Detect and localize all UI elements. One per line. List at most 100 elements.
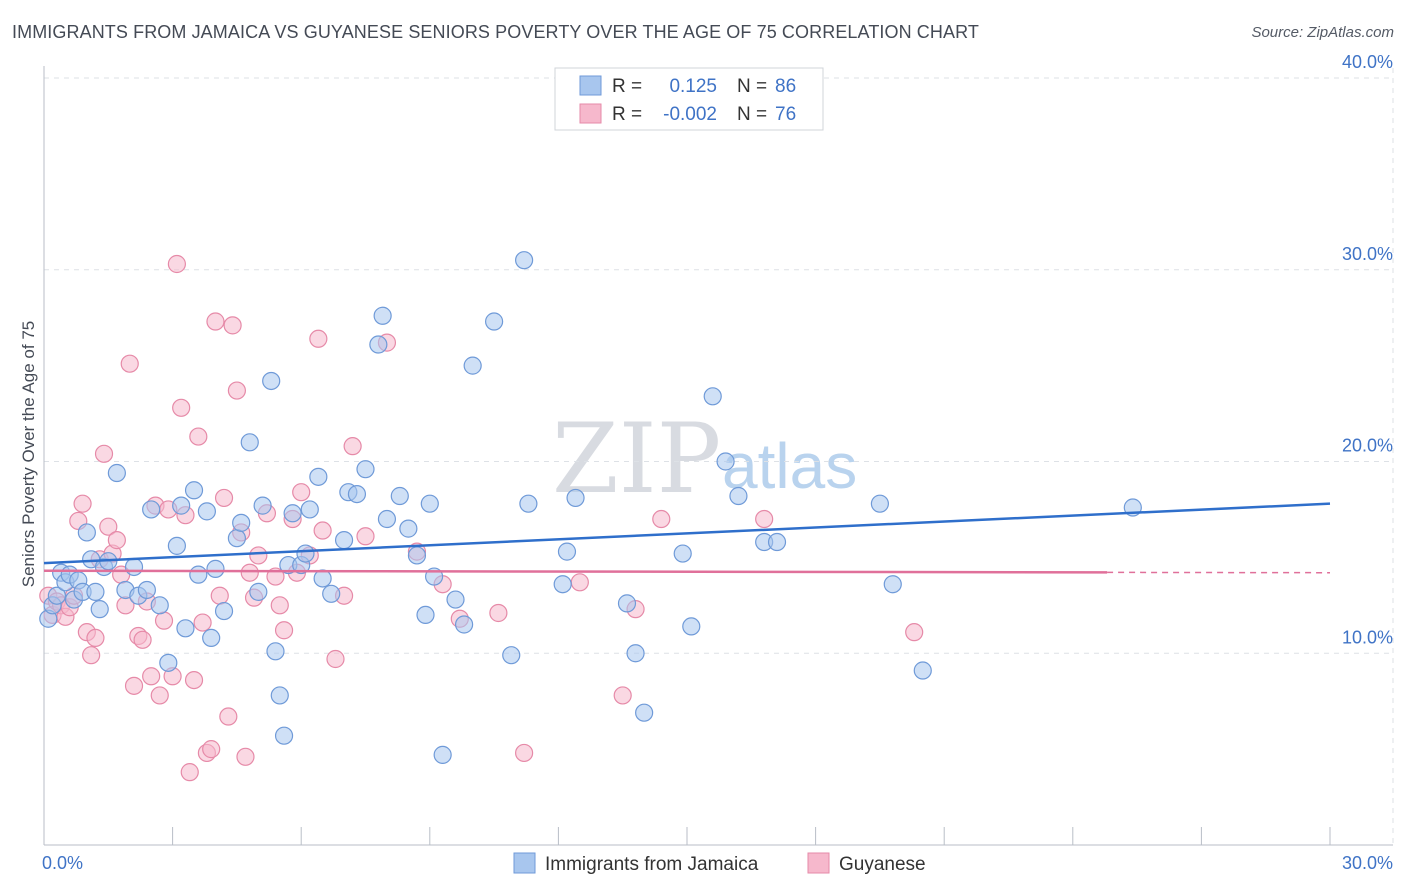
point-guyanese xyxy=(274,621,294,640)
point-guyanese xyxy=(107,531,126,550)
y-tick-label: 30.0% xyxy=(1342,244,1393,264)
point-jamaica xyxy=(870,494,890,513)
point-jamaica xyxy=(124,557,144,577)
point-jamaica xyxy=(369,335,388,354)
source-label: Source: ZipAtlas.com xyxy=(1251,24,1394,41)
point-jamaica xyxy=(322,584,341,603)
point-jamaica xyxy=(703,387,722,406)
point-jamaica xyxy=(334,531,354,550)
point-jamaica xyxy=(407,546,427,565)
point-jamaica xyxy=(86,582,105,601)
point-jamaica xyxy=(202,628,221,648)
point-jamaica xyxy=(142,500,161,519)
point-guyanese xyxy=(193,613,212,632)
point-jamaica xyxy=(515,251,534,270)
point-guyanese xyxy=(223,316,242,335)
point-jamaica xyxy=(635,703,654,722)
point-jamaica xyxy=(626,644,645,663)
point-guyanese xyxy=(652,509,671,529)
x-tick-label: 0.0% xyxy=(42,853,83,873)
legend-n-jamaica: 86 xyxy=(775,76,796,97)
point-guyanese xyxy=(99,517,118,536)
point-guyanese xyxy=(313,521,332,540)
point-jamaica xyxy=(682,617,701,636)
point-jamaica xyxy=(416,605,435,625)
point-guyanese xyxy=(270,596,289,615)
point-jamaica xyxy=(270,686,289,705)
point-jamaica xyxy=(283,504,302,523)
trend-line-jamaica xyxy=(43,502,1331,565)
point-jamaica xyxy=(137,580,156,600)
point-guyanese xyxy=(180,763,199,782)
point-guyanese xyxy=(202,740,221,759)
point-jamaica xyxy=(296,544,315,563)
point-jamaica xyxy=(373,306,392,325)
trend-line-guyanese xyxy=(43,569,1108,574)
point-guyanese xyxy=(249,546,268,565)
point-jamaica xyxy=(309,467,328,486)
point-guyanese xyxy=(515,743,534,763)
series-jamaica-points xyxy=(39,251,1142,764)
point-jamaica xyxy=(767,532,787,552)
point-guyanese xyxy=(86,628,105,648)
point-jamaica xyxy=(502,646,521,665)
point-jamaica xyxy=(107,463,126,483)
legend-n-guyanese: 76 xyxy=(775,104,796,125)
point-jamaica xyxy=(214,601,234,621)
series-guyanese-points xyxy=(39,254,924,782)
y-tick-label: 40.0% xyxy=(1342,52,1393,72)
point-jamaica xyxy=(172,496,191,515)
point-guyanese xyxy=(150,686,169,705)
y-tick-label: 20.0% xyxy=(1342,436,1393,456)
point-guyanese xyxy=(309,329,328,348)
point-jamaica xyxy=(232,513,251,532)
legend-r-label-guyanese: R = xyxy=(612,104,642,125)
point-jamaica xyxy=(716,452,735,471)
point-guyanese xyxy=(73,494,92,513)
point-guyanese xyxy=(154,611,174,630)
point-jamaica xyxy=(262,371,281,391)
point-guyanese xyxy=(210,586,229,605)
legend-swatch-guyanese xyxy=(579,103,602,124)
y-tick-label: 10.0% xyxy=(1342,627,1393,647)
point-jamaica xyxy=(167,536,186,555)
point-guyanese xyxy=(755,509,774,529)
point-jamaica xyxy=(433,745,452,764)
point-jamaica xyxy=(913,661,932,680)
point-guyanese xyxy=(214,488,234,508)
point-guyanese xyxy=(489,603,508,623)
legend-n-label-jamaica: N = xyxy=(737,76,767,97)
point-jamaica xyxy=(300,500,319,519)
point-jamaica xyxy=(553,575,572,594)
x-tick-label: 30.0% xyxy=(1342,853,1393,873)
point-guyanese xyxy=(613,686,632,705)
point-guyanese xyxy=(570,573,589,592)
point-guyanese xyxy=(326,649,345,669)
point-guyanese xyxy=(189,427,208,446)
point-jamaica xyxy=(253,496,272,515)
y-axis-label: Seniors Poverty Over the Age of 75 xyxy=(19,321,38,587)
point-jamaica xyxy=(390,486,409,506)
point-jamaica xyxy=(557,542,577,561)
point-jamaica xyxy=(197,502,216,521)
point-jamaica xyxy=(729,486,748,506)
point-guyanese xyxy=(120,354,139,373)
point-guyanese xyxy=(219,707,238,726)
chart-title: IMMIGRANTS FROM JAMAICA VS GUYANESE SENI… xyxy=(12,22,979,42)
point-jamaica xyxy=(356,460,375,479)
axes: 10.0% 20.0% 30.0% 40.0% 0.0% 30.0% xyxy=(42,52,1393,873)
point-jamaica xyxy=(77,523,96,542)
point-jamaica xyxy=(206,559,225,578)
point-jamaica xyxy=(673,544,692,563)
point-jamaica xyxy=(617,594,637,613)
point-jamaica xyxy=(227,529,246,548)
point-jamaica xyxy=(176,619,195,638)
point-jamaica xyxy=(189,565,208,584)
point-guyanese xyxy=(356,527,375,546)
point-guyanese xyxy=(292,483,311,502)
point-guyanese xyxy=(124,676,144,695)
legend-r-label-jamaica: R = xyxy=(612,76,642,97)
bottom-legend: Immigrants from Jamaica Guyanese xyxy=(513,852,926,875)
point-guyanese xyxy=(227,381,246,400)
